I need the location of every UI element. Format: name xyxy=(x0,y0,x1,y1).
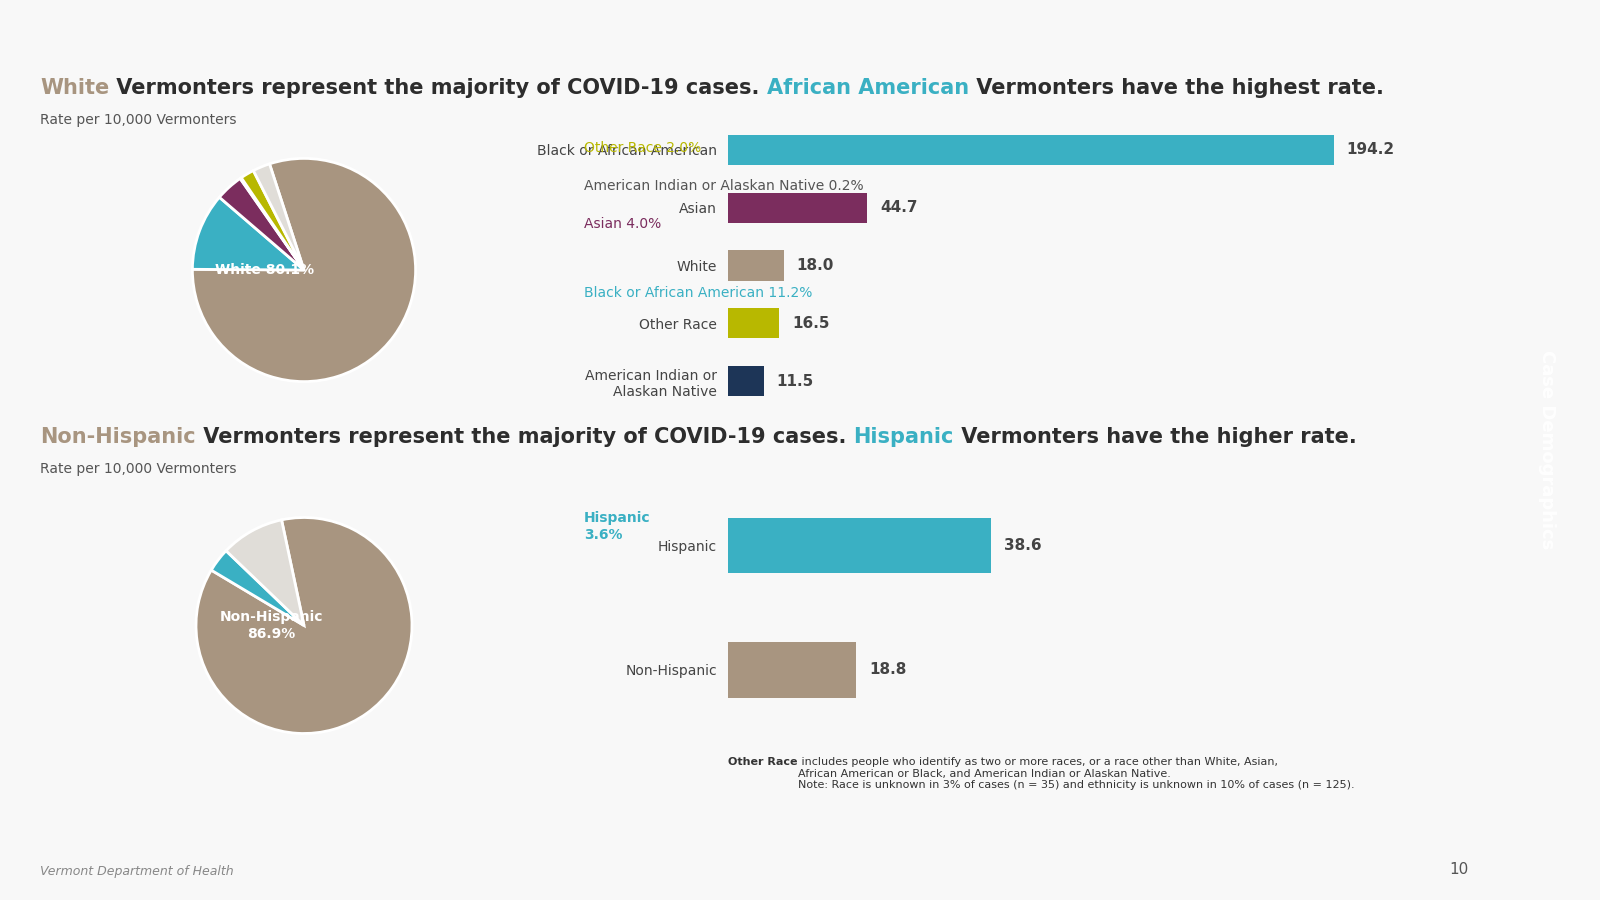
Wedge shape xyxy=(219,178,304,270)
Text: White: White xyxy=(40,78,109,98)
Text: Rate per 10,000 Vermonters: Rate per 10,000 Vermonters xyxy=(40,113,237,127)
Bar xyxy=(728,193,867,222)
Text: Vermonters have the higher rate.: Vermonters have the higher rate. xyxy=(954,427,1357,446)
Wedge shape xyxy=(253,164,304,270)
Bar xyxy=(728,518,990,573)
Text: Case Demographics: Case Demographics xyxy=(1538,350,1557,550)
Wedge shape xyxy=(242,171,304,270)
Text: Vermonters have the highest rate.: Vermonters have the highest rate. xyxy=(970,78,1384,98)
Text: White 80.1%: White 80.1% xyxy=(216,263,315,277)
Bar xyxy=(728,309,779,338)
Text: 38.6: 38.6 xyxy=(1005,538,1042,553)
Wedge shape xyxy=(192,158,416,382)
Text: includes people who identify as two or more races, or a race other than White, A: includes people who identify as two or m… xyxy=(797,757,1354,790)
Wedge shape xyxy=(226,520,304,625)
Text: Black or African American 11.2%: Black or African American 11.2% xyxy=(584,286,813,301)
Text: 194.2: 194.2 xyxy=(1346,142,1395,157)
Text: 18.8: 18.8 xyxy=(869,662,907,677)
Text: Vermont Department of Health: Vermont Department of Health xyxy=(40,865,234,878)
Text: Asian 4.0%: Asian 4.0% xyxy=(584,217,661,231)
Bar xyxy=(728,250,784,281)
Wedge shape xyxy=(197,518,411,734)
Wedge shape xyxy=(211,551,304,625)
Text: African American: African American xyxy=(766,78,970,98)
Text: Hispanic: Hispanic xyxy=(853,427,954,446)
Text: 16.5: 16.5 xyxy=(792,316,829,331)
Bar xyxy=(728,366,763,396)
Text: 11.5: 11.5 xyxy=(776,374,814,389)
Text: Hispanic
3.6%: Hispanic 3.6% xyxy=(584,511,651,542)
Text: 10: 10 xyxy=(1450,862,1469,878)
Text: Non-Hispanic: Non-Hispanic xyxy=(40,427,195,446)
Text: Vermonters represent the majority of COVID-19 cases.: Vermonters represent the majority of COV… xyxy=(195,427,853,446)
Text: American Indian or Alaskan Native 0.2%: American Indian or Alaskan Native 0.2% xyxy=(584,179,864,194)
Text: Vermonters represent the majority of COVID-19 cases.: Vermonters represent the majority of COV… xyxy=(109,78,766,98)
Text: Other Race: Other Race xyxy=(728,757,797,767)
Text: 18.0: 18.0 xyxy=(797,258,834,273)
Text: 44.7: 44.7 xyxy=(880,200,917,215)
Text: Other Race 2.0%: Other Race 2.0% xyxy=(584,141,701,156)
Bar xyxy=(728,642,856,698)
Text: Rate per 10,000 Vermonters: Rate per 10,000 Vermonters xyxy=(40,463,237,476)
Wedge shape xyxy=(240,177,304,270)
Text: Non-Hispanic
86.9%: Non-Hispanic 86.9% xyxy=(219,610,323,641)
Wedge shape xyxy=(192,197,304,270)
Bar xyxy=(728,135,1334,165)
